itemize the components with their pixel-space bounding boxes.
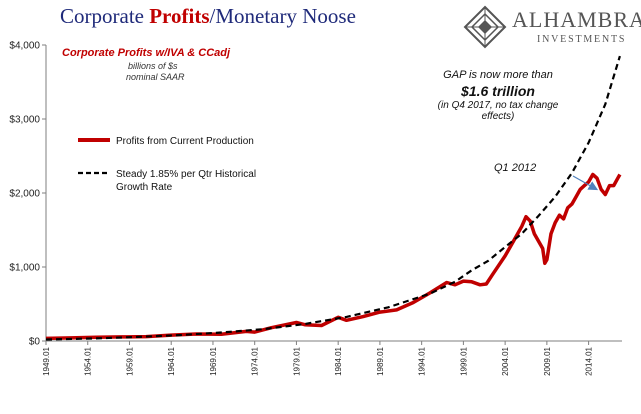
x-tick-label: 1949.01 <box>42 346 51 375</box>
units-note-1: billions of $s <box>128 61 178 71</box>
axes: $0 $1,000 $2,000 $3,000 $4,000 1949.01 1954.01… <box>9 41 622 376</box>
y-tick-label: $4,000 <box>9 41 40 52</box>
logo-subtitle: INVESTMENTS <box>537 34 627 45</box>
x-tick-label: 1999.01 <box>459 346 468 375</box>
gap-annotation: GAP is now more than $1.6 trillion (in Q… <box>418 69 578 122</box>
y-tick-label: $1,000 <box>9 263 40 274</box>
legend-label-profits: Profits from Current Production <box>116 136 254 147</box>
y-tick-label: $0 <box>29 337 41 348</box>
legend-label-trend: Steady 1.85% per Qtr Historical <box>116 169 256 180</box>
x-tick-label: 1979.01 <box>292 346 301 375</box>
title-suffix: /Monetary Noose <box>209 4 356 28</box>
alhambra-diamond-logo-icon <box>463 5 507 49</box>
gap-line-1: GAP is now more than <box>443 69 553 81</box>
units-note-2: nominal SAAR <box>126 72 185 82</box>
gap-line-4: effects) <box>481 111 515 122</box>
x-tick-label: 1969.01 <box>209 346 218 375</box>
series-info-note: Corporate Profits w/IVA & CCadj billions… <box>62 47 262 82</box>
q1-2012-label: Q1 2012 <box>494 162 537 174</box>
x-tick-label: 2014.01 <box>585 346 594 375</box>
gap-line-3: (in Q4 2017, no tax change <box>437 100 559 111</box>
x-tick-label: 2009.01 <box>543 346 552 375</box>
x-tick-label: 2004.01 <box>501 346 510 375</box>
x-tick-label: 1959.01 <box>125 346 134 375</box>
x-tick-label: 1964.01 <box>167 346 176 375</box>
chart-title: Corporate Profits/Monetary Noose <box>60 4 420 29</box>
alhambra-logo: ALHAMBRA INVESTMENTS <box>463 5 641 51</box>
title-prefix: Corporate <box>60 4 150 28</box>
x-tick-label: 1989.01 <box>376 346 385 375</box>
y-tick-label: $2,000 <box>9 189 40 200</box>
series-layer <box>45 55 622 341</box>
q1-2012-arrow <box>572 175 599 191</box>
series-line-profits <box>45 172 622 341</box>
gap-line-2: $1.6 trillion <box>461 83 535 99</box>
legend-label-trend-cont: Growth Rate <box>116 182 173 193</box>
title-bold: Profits <box>149 4 210 28</box>
x-tick-label: 1954.01 <box>84 346 93 375</box>
x-tick-label: 1974.01 <box>251 346 260 375</box>
legend: Profits from Current Production Steady 1.… <box>78 136 256 193</box>
series-title-note: Corporate Profits w/IVA & CCadj <box>62 47 231 59</box>
x-tick-label: 1994.01 <box>418 346 427 375</box>
y-tick-label: $3,000 <box>9 115 40 126</box>
x-tick-label: 1984.01 <box>334 346 343 375</box>
logo-name: ALHAMBRA <box>512 7 641 32</box>
